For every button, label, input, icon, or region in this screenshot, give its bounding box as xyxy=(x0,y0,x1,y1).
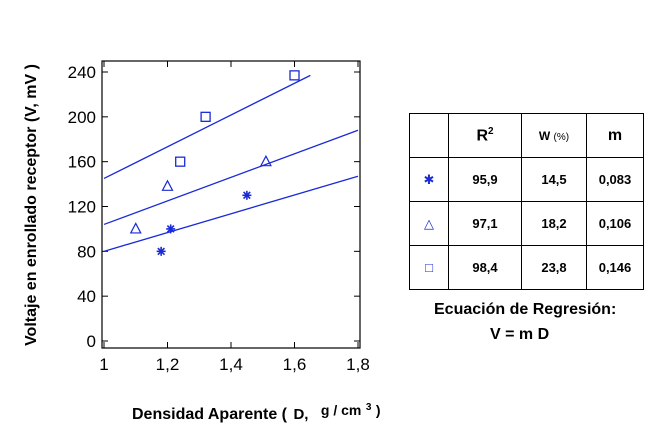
x-axis-label-text: Densidad Aparente ( xyxy=(132,406,288,423)
y-tick-label: 40 xyxy=(77,287,96,306)
x-axis-label-var: D, xyxy=(293,406,308,423)
asterisk-stroke xyxy=(243,191,251,200)
table-cell-r2: 98,4 xyxy=(448,245,522,290)
data-point-square xyxy=(289,70,300,81)
data-point-asterisk xyxy=(156,246,166,256)
data-point-triangle xyxy=(259,154,272,167)
x-tick-label: 1,2 xyxy=(156,355,180,374)
fit-line-square xyxy=(103,74,311,180)
table-cell-w: 14,5 xyxy=(521,157,587,202)
table-cell-m: 0,146 xyxy=(586,245,644,290)
triangle-icon: △ xyxy=(409,201,449,246)
equation-label: Ecuación de Regresión: xyxy=(434,301,617,318)
plot-frame xyxy=(101,60,361,349)
asterisk-stroke xyxy=(166,225,175,233)
x-tick-label: 1,8 xyxy=(346,355,370,374)
table-row: △ 97,1 18,2 0,106 xyxy=(409,201,644,246)
fit-line-triangle xyxy=(103,129,359,226)
r2-header-exp: 2 xyxy=(488,125,494,137)
x-axis-label: Densidad Aparente ( D, g / cm 3 ) xyxy=(132,397,381,423)
x-axis-label-close: ) xyxy=(376,402,381,418)
x-axis-label-unit: g / cm xyxy=(321,402,361,418)
table-cell-m: 0,106 xyxy=(586,201,644,246)
data-point-asterisk xyxy=(166,224,176,234)
x-tick-label: 1,6 xyxy=(283,355,307,374)
table-header-w: W (%) xyxy=(521,113,587,158)
square-icon: □ xyxy=(409,245,449,290)
table-cell-r2: 97,1 xyxy=(448,201,522,246)
table-header-symbol xyxy=(409,113,449,158)
table-row: □ 98,4 23,8 0,146 xyxy=(409,245,644,290)
x-axis-label-exp: 3 xyxy=(366,402,372,413)
regression-equation: V = m D xyxy=(490,326,550,343)
y-axis-label: Voltaje en enrollado receptor (V, mV ) xyxy=(23,64,40,346)
table-cell-w: 18,2 xyxy=(521,201,587,246)
w-header-unit: (%) xyxy=(553,131,570,143)
table-header-r2: R2 xyxy=(448,113,522,158)
asterisk-stroke xyxy=(157,247,166,256)
table-cell-r2: 95,9 xyxy=(448,157,522,202)
y-tick-label: 160 xyxy=(68,153,96,172)
data-point-triangle xyxy=(161,179,174,191)
w-header-text: W xyxy=(538,128,551,143)
table-header-m: m xyxy=(586,113,644,158)
y-tick-label: 0 xyxy=(87,332,96,351)
y-tick-label: 80 xyxy=(77,242,96,261)
y-tick-label: 200 xyxy=(68,108,96,127)
table-cell-m: 0,083 xyxy=(586,157,644,202)
r2-header-text: R xyxy=(476,127,488,145)
fit-line-asterisk xyxy=(103,175,359,252)
regression-table: R2 W (%) m ✱ 95,9 14,5 0,083 △ 97,1 18,2… xyxy=(409,113,644,290)
data-point-square xyxy=(200,111,211,122)
table-header-row: R2 W (%) m xyxy=(409,113,644,158)
data-point-triangle xyxy=(129,222,142,234)
x-tick-label: 1,4 xyxy=(219,355,243,374)
table-cell-w: 23,8 xyxy=(521,245,587,290)
y-tick-label: 120 xyxy=(68,198,96,217)
data-point-asterisk xyxy=(242,190,252,200)
asterisk-icon: ✱ xyxy=(409,157,449,202)
x-tick-label: 1 xyxy=(99,355,108,374)
table-row: ✱ 95,9 14,5 0,083 xyxy=(409,157,644,202)
y-tick-label: 240 xyxy=(68,63,96,82)
data-point-square xyxy=(175,156,186,167)
